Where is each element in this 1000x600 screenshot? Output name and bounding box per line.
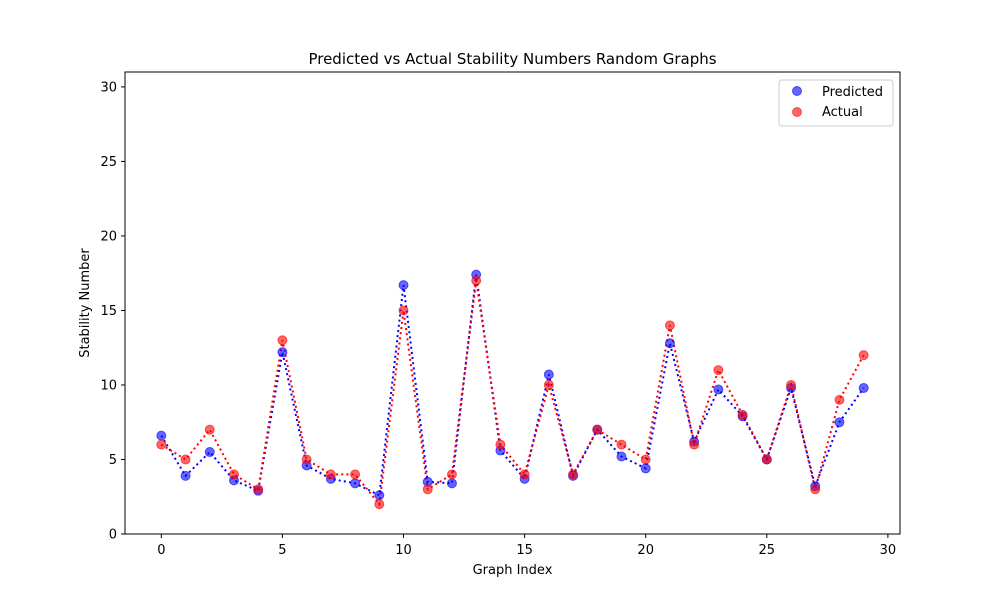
legend-marker-predicted: [792, 86, 802, 96]
data-point-predicted: [156, 430, 167, 441]
data-point-predicted: [446, 478, 457, 489]
y-axis-label: Stability Number: [78, 248, 93, 358]
data-point-actual: [422, 484, 433, 495]
data-point-actual: [446, 469, 457, 480]
data-point-actual: [301, 454, 312, 465]
y-tick-label: 25: [100, 155, 117, 170]
y-tick-label: 5: [109, 453, 117, 468]
series-line-predicted: [160, 274, 865, 497]
data-point-predicted: [350, 478, 361, 489]
data-point-actual: [204, 424, 215, 435]
legend-marker-actual: [792, 107, 802, 117]
data-point-predicted: [277, 347, 288, 358]
y-tick-label: 15: [100, 304, 117, 319]
x-axis: 0 5 10 15 20 25 30: [157, 534, 896, 558]
data-point-actual: [689, 439, 700, 450]
legend-frame: [778, 79, 894, 127]
y-tick-label: 30: [100, 80, 117, 95]
data-point-predicted: [858, 382, 869, 393]
data-point-predicted: [180, 470, 191, 481]
y-tick-label: 0: [109, 528, 117, 543]
x-tick-label: 30: [880, 543, 897, 558]
data-point-actual: [156, 439, 167, 450]
data-point-actual: [737, 409, 748, 420]
series-line-actual: [160, 280, 865, 507]
data-point-actual: [568, 469, 579, 480]
data-point-predicted: [374, 490, 385, 501]
data-point-actual: [398, 305, 409, 316]
plot-frame: [124, 71, 901, 535]
data-point-actual: [786, 379, 797, 390]
plot-area: [156, 269, 869, 510]
x-tick-label: 0: [157, 543, 165, 558]
data-point-predicted: [616, 451, 627, 462]
data-point-actual: [616, 439, 627, 450]
data-point-actual: [858, 350, 869, 361]
data-point-predicted: [713, 384, 724, 395]
x-tick-label: 15: [516, 543, 533, 558]
data-point-actual: [834, 394, 845, 405]
legend-label-predicted: Predicted: [822, 85, 883, 100]
data-point-predicted: [543, 369, 554, 380]
data-point-actual: [592, 424, 603, 435]
data-point-actual: [277, 335, 288, 346]
data-point-actual: [180, 454, 191, 465]
x-tick-label: 5: [278, 543, 286, 558]
data-point-predicted: [834, 417, 845, 428]
data-point-actual: [374, 499, 385, 510]
y-tick-label: 20: [100, 229, 117, 244]
x-tick-label: 25: [759, 543, 776, 558]
y-axis: 0 5 10 15 20 25 30: [100, 80, 125, 543]
data-point-predicted: [204, 447, 215, 458]
chart-title: Predicted vs Actual Stability Numbers Ra…: [308, 50, 716, 68]
data-point-actual: [543, 379, 554, 390]
y-tick-label: 10: [100, 378, 117, 393]
data-point-actual: [664, 320, 675, 331]
x-tick-label: 10: [395, 543, 412, 558]
data-point-predicted: [664, 338, 675, 349]
data-point-actual: [810, 484, 821, 495]
data-point-actual: [253, 484, 264, 495]
legend-label-actual: Actual: [822, 105, 863, 120]
data-point-predicted: [640, 463, 651, 474]
data-point-actual: [471, 275, 482, 286]
x-axis-label: Graph Index: [473, 563, 553, 578]
data-point-actual: [519, 469, 530, 480]
data-point-actual: [350, 469, 361, 480]
x-tick-label: 20: [637, 543, 654, 558]
legend: Predicted Actual: [778, 79, 894, 127]
data-point-actual: [640, 454, 651, 465]
data-point-actual: [325, 469, 336, 480]
data-point-actual: [713, 365, 724, 376]
data-point-actual: [761, 454, 772, 465]
data-point-predicted: [398, 280, 409, 291]
data-point-actual: [495, 439, 506, 450]
data-point-actual: [228, 469, 239, 480]
